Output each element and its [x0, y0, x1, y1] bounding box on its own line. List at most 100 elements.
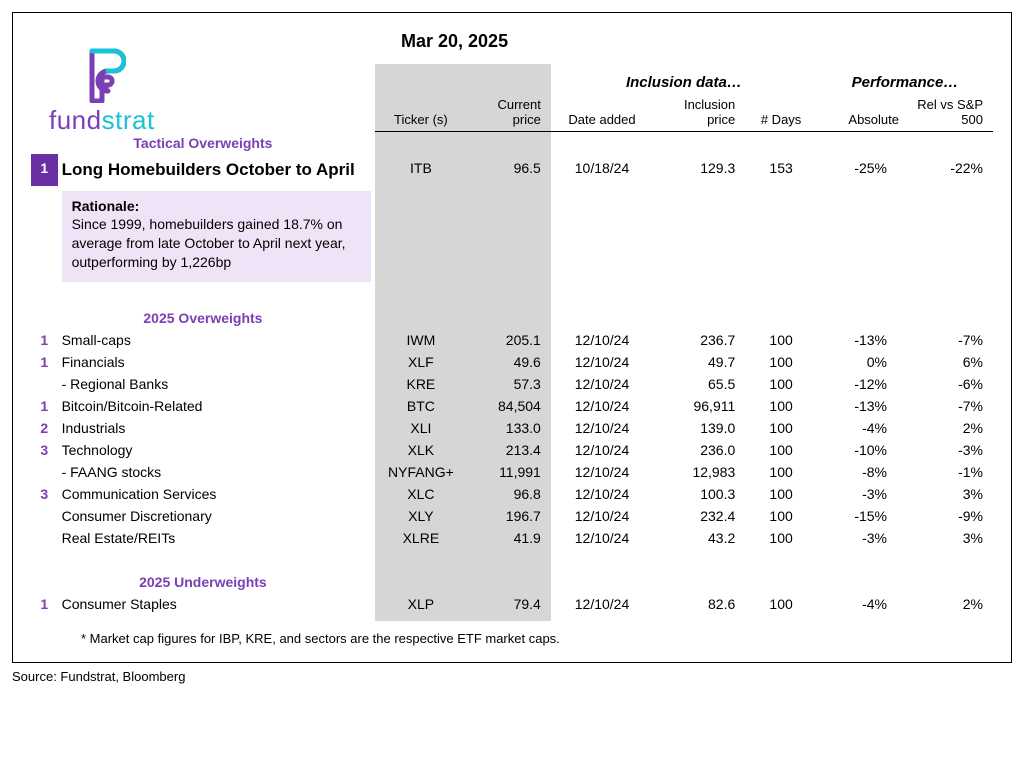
- table-row: - FAANG stocksNYFANG+11,99112/10/2412,98…: [31, 461, 993, 483]
- row-price: 205.1: [467, 329, 551, 351]
- row-rel: -1%: [909, 461, 993, 483]
- table-row: 1FinancialsXLF49.612/10/2449.71000%6%: [31, 351, 993, 373]
- row-ticker: XLRE: [375, 527, 467, 549]
- row-date: 12/10/24: [551, 505, 653, 527]
- row-name: Consumer Discretionary: [58, 505, 375, 527]
- header-row: Ticker (s) Current price Date added Incl…: [31, 94, 993, 132]
- row-index: 1: [31, 351, 58, 373]
- row-name: Industrials: [58, 417, 375, 439]
- row-date: 12/10/24: [551, 329, 653, 351]
- section-title: 2025 Underweights: [31, 571, 375, 593]
- section-title-row: 2025 Overweights: [31, 307, 993, 329]
- table-row: 3TechnologyXLK213.412/10/24236.0100-10%-…: [31, 439, 993, 461]
- row-incl-price: 82.6: [653, 593, 745, 615]
- table-row: 2IndustrialsXLI133.012/10/24139.0100-4%2…: [31, 417, 993, 439]
- source-line: Source: Fundstrat, Bloomberg: [12, 669, 1012, 684]
- row-absolute: -10%: [817, 439, 909, 461]
- row-incl-price: 12,983: [653, 461, 745, 483]
- row-rel: -7%: [909, 329, 993, 351]
- row-index: 1: [31, 395, 58, 417]
- row-index: [31, 527, 58, 549]
- row-absolute: -13%: [817, 395, 909, 417]
- row-name: Small-caps: [58, 329, 375, 351]
- row-price: 11,991: [467, 461, 551, 483]
- row-date: 12/10/24: [551, 461, 653, 483]
- row-index: 1: [31, 154, 58, 186]
- row-name: Financials: [58, 351, 375, 373]
- row-absolute: -13%: [817, 329, 909, 351]
- row-index: 2: [31, 417, 58, 439]
- row-ticker: ITB: [375, 154, 467, 186]
- row-incl-price: 232.4: [653, 505, 745, 527]
- section-title-row: 2025 Underweights: [31, 571, 993, 593]
- row-name: Long Homebuilders October to April: [58, 154, 375, 186]
- table-row: 1Small-capsIWM205.112/10/24236.7100-13%-…: [31, 329, 993, 351]
- row-name: - Regional Banks: [58, 373, 375, 395]
- row-index: 3: [31, 439, 58, 461]
- row-price: 96.8: [467, 483, 551, 505]
- row-price: 213.4: [467, 439, 551, 461]
- row-rel: 2%: [909, 417, 993, 439]
- row-incl-price: 96,911: [653, 395, 745, 417]
- row-absolute: -3%: [817, 483, 909, 505]
- row-days: 100: [745, 351, 817, 373]
- col-days: # Days: [745, 94, 817, 132]
- rationale-text: Since 1999, homebuilders gained 18.7% on…: [72, 216, 346, 270]
- row-absolute: -3%: [817, 527, 909, 549]
- row-ticker: XLP: [375, 593, 467, 615]
- header-inclusion: Inclusion data…: [551, 64, 817, 94]
- table-row: 1Consumer StaplesXLP79.412/10/2482.6100-…: [31, 593, 993, 615]
- row-absolute: -4%: [817, 593, 909, 615]
- table-row: Consumer DiscretionaryXLY196.712/10/2423…: [31, 505, 993, 527]
- spacer-row: [31, 549, 993, 571]
- row-date: 12/10/24: [551, 417, 653, 439]
- row-price: 96.5: [467, 154, 551, 186]
- table-row: - Regional BanksKRE57.312/10/2465.5100-1…: [31, 373, 993, 395]
- report-frame: fundstrat Mar 20, 2025 Inclusion data… P…: [12, 12, 1012, 663]
- col-price: Current price: [467, 94, 551, 132]
- row-ticker: KRE: [375, 373, 467, 395]
- super-header-row: Inclusion data… Performance…: [31, 64, 993, 94]
- row-days: 100: [745, 417, 817, 439]
- row-name: Consumer Staples: [58, 593, 375, 615]
- table-row: Real Estate/REITsXLRE41.912/10/2443.2100…: [31, 527, 993, 549]
- row-absolute: 0%: [817, 351, 909, 373]
- row-ticker: IWM: [375, 329, 467, 351]
- row-ticker: XLI: [375, 417, 467, 439]
- row-days: 100: [745, 593, 817, 615]
- row-index: 1: [31, 593, 58, 615]
- row-date: 12/10/24: [551, 395, 653, 417]
- spacer-row: [31, 285, 993, 307]
- row-incl-price: 129.3: [653, 154, 745, 186]
- row-ticker: NYFANG+: [375, 461, 467, 483]
- col-date-added: Date added: [551, 94, 653, 132]
- row-name: Communication Services: [58, 483, 375, 505]
- table-row: 3Communication ServicesXLC96.812/10/2410…: [31, 483, 993, 505]
- row-days: 100: [745, 527, 817, 549]
- row-date: 12/10/24: [551, 527, 653, 549]
- row-ticker: XLC: [375, 483, 467, 505]
- row-date: 12/10/24: [551, 373, 653, 395]
- row-incl-price: 100.3: [653, 483, 745, 505]
- row-name: Technology: [58, 439, 375, 461]
- row-absolute: -8%: [817, 461, 909, 483]
- logo: fundstrat: [49, 41, 155, 136]
- row-incl-price: 65.5: [653, 373, 745, 395]
- row-days: 100: [745, 461, 817, 483]
- row-price: 196.7: [467, 505, 551, 527]
- row-days: 100: [745, 483, 817, 505]
- row-price: 133.0: [467, 417, 551, 439]
- row-days: 153: [745, 154, 817, 186]
- fundstrat-logo-icon: [78, 41, 126, 103]
- row-name: Bitcoin/Bitcoin-Related: [58, 395, 375, 417]
- table-row: 1Long Homebuilders October to AprilITB96…: [31, 154, 993, 186]
- row-incl-price: 49.7: [653, 351, 745, 373]
- row-absolute: -12%: [817, 373, 909, 395]
- row-price: 84,504: [467, 395, 551, 417]
- rationale-label: Rationale:: [72, 198, 140, 214]
- row-rel: -7%: [909, 395, 993, 417]
- row-incl-price: 43.2: [653, 527, 745, 549]
- row-days: 100: [745, 505, 817, 527]
- row-index: [31, 461, 58, 483]
- table-row: 1Bitcoin/Bitcoin-RelatedBTC84,50412/10/2…: [31, 395, 993, 417]
